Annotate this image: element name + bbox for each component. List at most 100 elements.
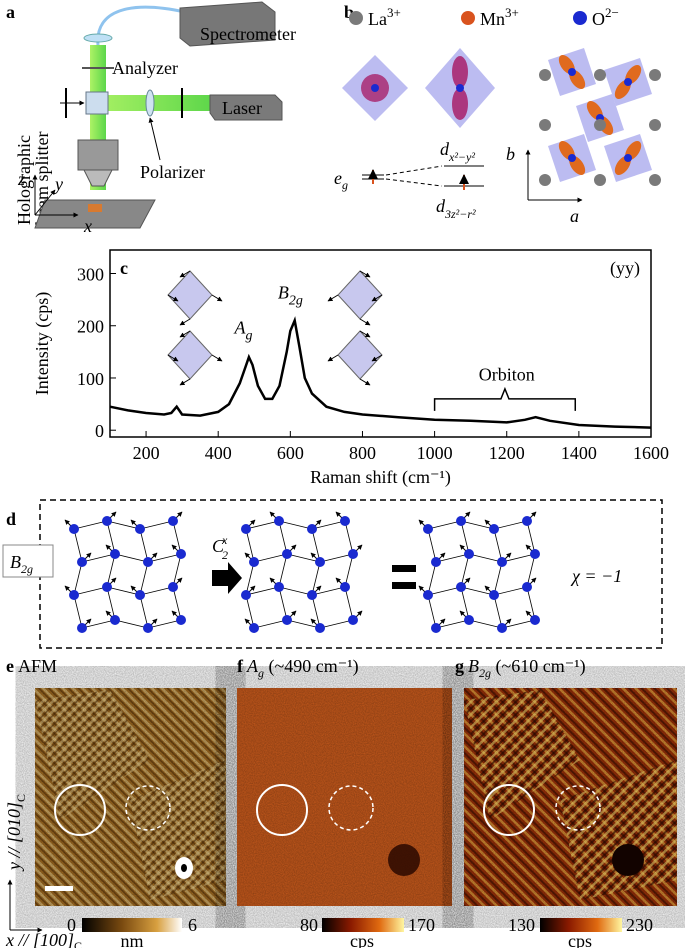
d-lower-label: d3z²−r² [436,196,476,221]
atom [431,623,441,633]
bond [139,594,149,629]
atom [249,623,259,633]
equals [392,565,416,572]
atom [77,557,87,567]
bond [493,594,503,629]
text: A [246,656,259,676]
bond [286,553,321,563]
colorbar-tick: 6 [188,915,197,935]
atom [497,557,507,567]
bond [435,619,470,629]
text: 3+ [387,5,401,20]
bond [106,553,116,588]
bond [172,553,182,588]
text: Mn [480,9,505,29]
bond [172,520,182,555]
eg-label: eg [334,168,348,192]
map-noise [35,688,226,906]
bond [311,586,346,596]
analyzer-label: Analyzer [112,58,178,78]
mode-arrow [371,354,383,362]
bond [501,619,536,629]
bond [81,619,116,629]
circle [483,784,535,836]
atom [530,615,540,625]
polarization-label: (yy) [610,258,640,279]
axis-label: y [53,174,63,194]
atom [423,524,433,534]
bond [460,586,495,596]
atom [176,615,186,625]
annotation: Ag [233,318,252,344]
atom [568,68,576,76]
atom [594,119,606,131]
atom [624,154,632,162]
text: x [221,533,228,547]
colorbar [82,918,182,932]
mode-box [2,544,54,578]
atom [539,69,551,81]
atom [539,119,551,131]
bond [253,619,288,629]
mode-arrow [167,294,179,302]
bond [106,520,116,555]
atom [594,174,606,186]
lattice [539,48,661,186]
mode-arrow [359,318,371,326]
colorbar [540,918,622,932]
beam-splitter-label: Holographic [14,135,34,225]
x-tick-label: 1400 [561,443,597,463]
atom [348,615,358,625]
text: AFM [18,656,57,676]
atom [274,516,284,526]
atom [168,582,178,592]
x-tick-label: 1000 [417,443,453,463]
text: (~490 cm⁻¹) [264,656,359,677]
atom [176,549,186,559]
text: C [14,794,28,802]
text: C [212,536,225,556]
afm-map [35,688,226,906]
atom [649,174,661,186]
bond [460,586,470,621]
mode-arrow [359,330,371,338]
lattices [64,511,540,633]
colorbar-tick: 0 [67,915,76,935]
text: B [10,552,21,572]
bond [344,553,354,588]
pointer [148,117,161,161]
atom [530,549,540,559]
atom [464,615,474,625]
mode-label: B2g [10,552,33,576]
text: 2− [605,5,619,20]
atom [135,524,145,534]
b2g-map [464,688,677,906]
atom [249,557,259,567]
text: f [237,656,244,676]
equals [392,582,416,589]
bond [526,520,536,555]
mode-arrow [327,294,339,302]
atom [69,590,79,600]
atom [649,119,661,131]
polarizer-label: Polarizer [140,162,205,182]
annotation: B2g [278,283,303,309]
colorbar [322,918,404,932]
defect [181,864,187,872]
y-tick-label: 100 [77,369,104,389]
bond [73,520,108,530]
bond [311,561,321,596]
bond [81,553,116,563]
atom [168,516,178,526]
bond [139,561,149,596]
text: 2g [289,294,303,309]
spectrometer-box [179,1,276,47]
panel-label: b [344,2,354,22]
map-title: g B2g (~610 cm⁻¹) [455,656,586,680]
text: g [258,666,264,680]
y-axis-label: Intensity (cps) [32,292,53,395]
bond [73,528,83,563]
legend-label: La3+ [368,5,401,29]
atom [489,524,499,534]
atom [539,174,551,186]
